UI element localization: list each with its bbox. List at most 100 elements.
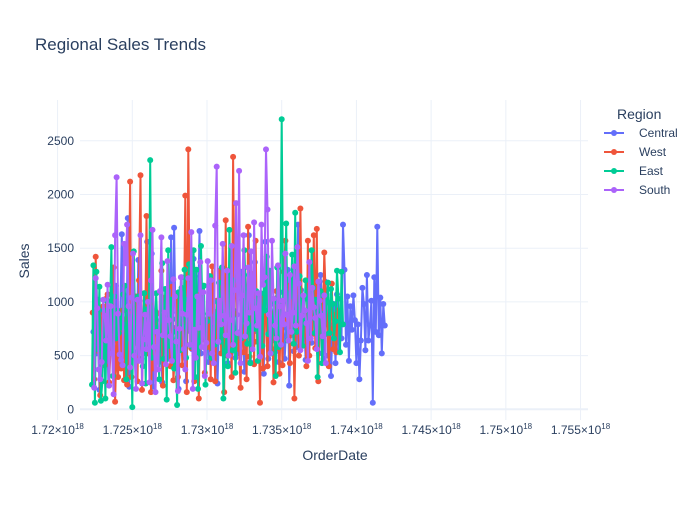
data-point <box>292 209 299 216</box>
data-point <box>212 378 219 385</box>
data-point <box>194 293 201 300</box>
data-point <box>115 374 122 380</box>
data-point <box>249 346 256 353</box>
data-point <box>203 339 210 346</box>
data-point <box>101 312 108 319</box>
data-point <box>354 321 361 328</box>
data-point <box>210 360 217 367</box>
data-point <box>197 259 204 266</box>
legend-item-south[interactable]: South <box>604 183 670 197</box>
data-point <box>229 347 236 354</box>
data-point <box>312 315 319 321</box>
data-point <box>185 146 192 153</box>
data-point <box>215 338 222 345</box>
data-point <box>224 267 231 274</box>
data-point <box>118 356 125 363</box>
data-point <box>321 292 328 299</box>
data-point <box>319 333 326 340</box>
data-point <box>209 350 216 357</box>
data-point <box>90 262 97 269</box>
legend-item-central[interactable]: Central <box>604 126 678 140</box>
legend-item-east[interactable]: East <box>604 164 664 178</box>
data-point <box>131 352 138 359</box>
data-point <box>228 243 235 249</box>
data-point <box>292 322 299 329</box>
data-point <box>362 347 369 354</box>
data-point <box>260 281 266 288</box>
data-point <box>207 277 214 284</box>
data-point <box>136 357 142 364</box>
x-tick-label: 1.725×1018 <box>103 422 163 437</box>
data-point <box>179 310 186 317</box>
data-point <box>182 192 189 199</box>
series-layer <box>89 116 388 411</box>
legend-title: Region <box>617 106 661 122</box>
data-point <box>171 224 178 231</box>
data-point <box>270 295 277 302</box>
data-point <box>176 325 183 332</box>
data-point <box>143 346 150 353</box>
data-point <box>237 360 244 367</box>
data-point <box>137 172 144 179</box>
data-point <box>257 399 263 406</box>
x-tick-multiplier: ×10 <box>581 423 602 437</box>
data-point <box>146 379 153 386</box>
data-point <box>133 385 139 392</box>
data-point <box>134 296 141 303</box>
data-point <box>93 268 100 275</box>
data-point <box>112 232 119 239</box>
data-point <box>153 328 160 335</box>
chart-title: Regional Sales Trends <box>35 35 206 54</box>
data-point <box>125 303 132 310</box>
data-point <box>228 374 235 380</box>
data-point <box>156 376 163 383</box>
legend: Region Central West East South <box>604 106 678 197</box>
data-point <box>97 397 104 404</box>
data-point <box>248 248 255 255</box>
data-point <box>258 221 265 228</box>
data-point <box>264 206 271 213</box>
data-point <box>185 275 192 282</box>
data-point <box>104 281 111 288</box>
data-point <box>337 349 343 356</box>
data-point <box>345 357 352 364</box>
data-point <box>368 297 375 304</box>
data-point <box>340 321 346 328</box>
data-point <box>212 222 219 229</box>
data-point <box>91 384 98 391</box>
data-point <box>359 284 366 291</box>
data-point <box>191 326 198 333</box>
data-point <box>171 293 178 300</box>
data-point <box>198 243 204 249</box>
data-point <box>201 282 207 289</box>
data-point <box>310 304 317 311</box>
data-point <box>186 341 193 348</box>
data-point <box>123 376 130 383</box>
x-tick-multiplier: ×10 <box>282 423 303 437</box>
data-point <box>192 354 199 361</box>
data-point <box>119 362 126 369</box>
x-tick-mantissa: 1.75 <box>480 423 504 437</box>
data-point <box>141 290 148 297</box>
data-point <box>124 381 131 388</box>
data-point <box>107 303 114 310</box>
legend-item-west[interactable]: West <box>604 145 667 159</box>
data-point <box>168 357 175 364</box>
data-point <box>94 305 101 312</box>
data-point <box>304 237 311 244</box>
data-point <box>196 228 203 234</box>
data-point <box>183 311 190 318</box>
series-line <box>93 148 327 396</box>
data-point <box>316 297 323 304</box>
data-point <box>347 303 354 310</box>
data-point <box>239 292 246 299</box>
data-point <box>343 341 349 348</box>
data-point <box>283 311 290 318</box>
data-point <box>109 350 116 357</box>
data-point <box>297 205 304 212</box>
data-point <box>315 278 322 285</box>
data-point <box>289 309 296 316</box>
data-point <box>262 307 269 314</box>
data-point <box>108 244 115 251</box>
